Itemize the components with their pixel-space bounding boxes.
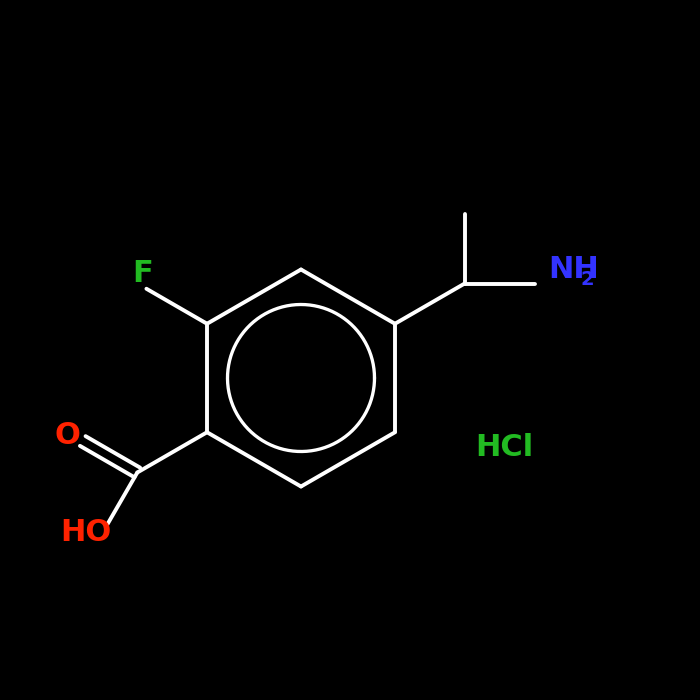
Text: NH: NH <box>549 255 599 284</box>
Text: HO: HO <box>61 518 112 547</box>
Text: HCl: HCl <box>475 433 533 463</box>
Text: O: O <box>55 421 80 450</box>
Text: 2: 2 <box>581 270 594 289</box>
Text: F: F <box>132 259 153 288</box>
